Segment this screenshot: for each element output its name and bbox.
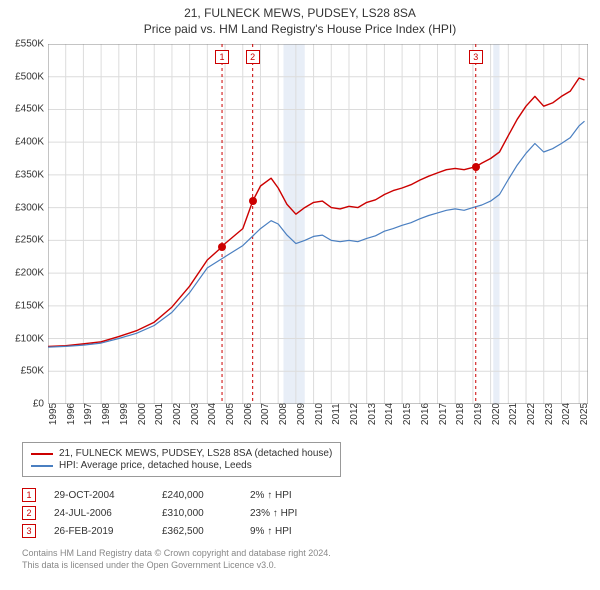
x-axis-label: 1995 [48, 403, 59, 425]
x-axis-label: 2008 [278, 403, 289, 425]
footer-line: Contains HM Land Registry data © Crown c… [22, 548, 331, 560]
marker-badge: 2 [22, 506, 36, 520]
x-axis-label: 2000 [137, 403, 148, 425]
y-axis-label: £50K [2, 366, 44, 377]
legend-label: HPI: Average price, detached house, Leed… [59, 460, 252, 471]
x-axis-label: 1996 [66, 403, 77, 425]
y-axis-label: £200K [2, 268, 44, 279]
sale-marker-badge: 3 [469, 50, 483, 64]
x-axis-label: 2013 [367, 403, 378, 425]
x-axis-label: 2009 [296, 403, 307, 425]
sales-table: 1 29-OCT-2004 £240,000 2% ↑ HPI 2 24-JUL… [22, 486, 340, 540]
chart-titles: 21, FULNECK MEWS, PUDSEY, LS28 8SA Price… [0, 0, 600, 36]
x-axis-label: 2015 [402, 403, 413, 425]
table-row: 1 29-OCT-2004 £240,000 2% ↑ HPI [22, 486, 340, 504]
x-axis-label: 2017 [438, 403, 449, 425]
x-axis-label: 2014 [384, 403, 395, 425]
sale-marker-badge: 2 [246, 50, 260, 64]
y-axis-label: £550K [2, 39, 44, 50]
y-axis-label: £350K [2, 169, 44, 180]
sale-date: 24-JUL-2006 [54, 508, 144, 519]
sale-date: 26-FEB-2019 [54, 526, 144, 537]
table-row: 2 24-JUL-2006 £310,000 23% ↑ HPI [22, 504, 340, 522]
sale-vs-hpi: 23% ↑ HPI [250, 508, 340, 519]
x-axis-label: 2022 [526, 403, 537, 425]
legend-item: 21, FULNECK MEWS, PUDSEY, LS28 8SA (deta… [31, 448, 332, 459]
table-row: 3 26-FEB-2019 £362,500 9% ↑ HPI [22, 522, 340, 540]
y-axis-label: £450K [2, 104, 44, 115]
x-axis-label: 2011 [331, 403, 342, 425]
legend-item: HPI: Average price, detached house, Leed… [31, 460, 332, 471]
x-axis-label: 2010 [314, 403, 325, 425]
y-axis-label: £150K [2, 300, 44, 311]
sale-price: £310,000 [162, 508, 232, 519]
sale-price: £240,000 [162, 490, 232, 501]
title-subtitle: Price paid vs. HM Land Registry's House … [0, 22, 600, 36]
x-axis-label: 2007 [260, 403, 271, 425]
y-axis-label: £250K [2, 235, 44, 246]
sale-vs-hpi: 2% ↑ HPI [250, 490, 340, 501]
x-axis-label: 2019 [473, 403, 484, 425]
y-axis-label: £300K [2, 202, 44, 213]
footer: Contains HM Land Registry data © Crown c… [22, 548, 331, 571]
x-axis-label: 2025 [579, 403, 590, 425]
y-axis-label: £400K [2, 137, 44, 148]
sale-date: 29-OCT-2004 [54, 490, 144, 501]
x-axis-label: 2023 [544, 403, 555, 425]
y-axis-label: £500K [2, 71, 44, 82]
x-axis-label: 2020 [491, 403, 502, 425]
x-axis-label: 1998 [101, 403, 112, 425]
x-axis-label: 2016 [420, 403, 431, 425]
x-axis-label: 2006 [243, 403, 254, 425]
title-address: 21, FULNECK MEWS, PUDSEY, LS28 8SA [0, 6, 600, 20]
marker-badge: 3 [22, 524, 36, 538]
x-axis-label: 2001 [154, 403, 165, 425]
x-axis-label: 1999 [119, 403, 130, 425]
sale-price: £362,500 [162, 526, 232, 537]
x-axis-label: 2002 [172, 403, 183, 425]
sale-marker-badge: 1 [215, 50, 229, 64]
sale-marker-dot [249, 197, 257, 205]
x-axis-label: 2024 [561, 403, 572, 425]
x-axis-label: 2021 [508, 403, 519, 425]
x-axis-label: 2003 [190, 403, 201, 425]
sale-marker-dot [472, 163, 480, 171]
y-axis-label: £0 [2, 399, 44, 410]
footer-line: This data is licensed under the Open Gov… [22, 560, 331, 572]
legend: 21, FULNECK MEWS, PUDSEY, LS28 8SA (deta… [22, 442, 341, 477]
x-axis-label: 2012 [349, 403, 360, 425]
x-axis-label: 2005 [225, 403, 236, 425]
x-axis-label: 1997 [83, 403, 94, 425]
sale-vs-hpi: 9% ↑ HPI [250, 526, 340, 537]
legend-swatch [31, 465, 53, 467]
chart-area: £0£50K£100K£150K£200K£250K£300K£350K£400… [48, 44, 588, 404]
sale-marker-dot [218, 243, 226, 251]
y-axis-label: £100K [2, 333, 44, 344]
x-axis-label: 2004 [207, 403, 218, 425]
x-axis-label: 2018 [455, 403, 466, 425]
marker-badge: 1 [22, 488, 36, 502]
chart-svg [48, 44, 588, 404]
legend-label: 21, FULNECK MEWS, PUDSEY, LS28 8SA (deta… [59, 448, 332, 459]
legend-swatch [31, 453, 53, 455]
